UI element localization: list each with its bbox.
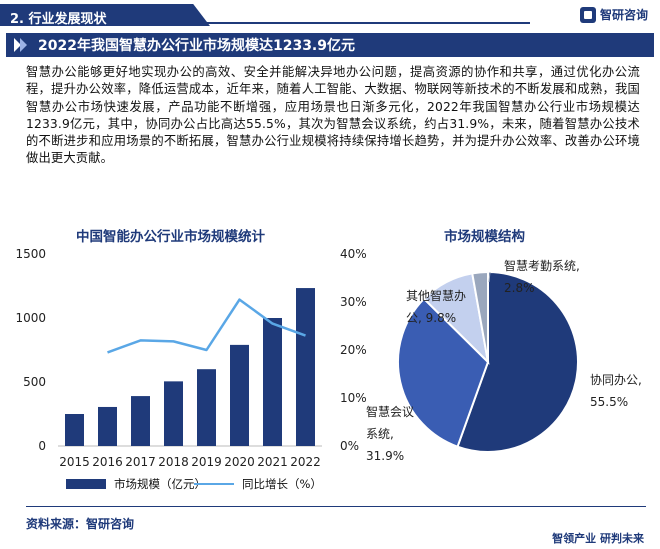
y-right-tick-label: 10% [340,391,367,405]
bar-2021 [263,318,282,446]
footer-divider [26,506,646,507]
slice-label: 其他智慧办 [406,288,466,303]
brand-name: 智研咨询 [599,8,648,22]
section-tab: 2. 行业发展现状 [0,4,210,26]
legend-item-market-size: 市场规模（亿元） [66,476,206,492]
slice-label: 智慧会议 [366,404,414,419]
y-right-tick-label: 30% [340,295,367,309]
page-title: 2022年我国智慧办公行业市场规模达1233.9亿元 [38,38,355,54]
slice-label: 协同办公, [590,372,642,387]
bar-2018 [164,381,183,446]
y-left-tick-label: 1500 [15,247,46,261]
double-chevron-icon [14,37,30,53]
footer-slogan: 智领产业 研判未来 [552,532,644,545]
x-tick-label: 2019 [191,455,222,469]
section-label: 2. 行业发展现状 [10,12,107,27]
x-tick-label: 2016 [92,455,123,469]
y-right-tick-label: 0% [340,439,359,453]
legend-item-growth: 同比增长（%） [194,476,322,492]
y-left-tick-label: 500 [23,375,46,389]
slice-0 [456,270,580,453]
brand-logo: 智研咨询 [579,6,648,23]
top-bar: 2. 行业发展现状 智研咨询 [0,0,660,30]
slice-label: 2.8% [504,281,535,295]
y-right-tick-label: 40% [340,247,367,261]
slice-label: 55.5% [590,395,628,409]
slice-label: 智慧考勤系统, [504,258,580,273]
header-divider [200,22,530,24]
bar-2016 [98,406,117,446]
bar-2015 [65,414,84,446]
title-banner: 2022年我国智慧办公行业市场规模达1233.9亿元 [6,33,654,57]
pie-chart-title: 市场规模结构 [444,229,525,245]
x-tick-label: 2018 [158,455,189,469]
bar-2022 [296,288,315,446]
legend-line-swatch [194,483,234,485]
y-left-tick-label: 0 [38,439,46,453]
legend-label-growth: 同比增长（%） [242,477,322,491]
y-left-tick-label: 1000 [15,311,46,325]
label-leader-line [488,271,491,283]
slice-3 [471,270,489,363]
body-paragraph: 智慧办公能够更好地实现办公的高效、安全并能解决异地办公问题，提高资源的协作和共享… [26,65,640,166]
bar-chart-title: 中国智能办公行业市场规模统计 [76,229,265,245]
bar-2020 [230,344,249,446]
x-tick-label: 2020 [224,455,255,469]
x-tick-label: 2022 [290,455,321,469]
x-tick-label: 2021 [257,455,288,469]
source-note: 资料来源：智研咨询 [26,517,135,531]
brand-logo-icon [579,6,596,23]
slice-label: 公, 9.8% [406,311,456,325]
bar-2017 [131,396,150,446]
y-right-tick-label: 20% [340,343,367,357]
legend-bar-swatch [66,479,106,489]
legend-label-market-size: 市场规模（亿元） [114,477,206,491]
bar-2019 [197,369,216,446]
slice-label: 系统, [366,427,394,441]
slice-label: 31.9% [366,449,404,463]
x-tick-label: 2015 [59,455,90,469]
x-tick-label: 2017 [125,455,156,469]
slice-1 [397,297,490,448]
